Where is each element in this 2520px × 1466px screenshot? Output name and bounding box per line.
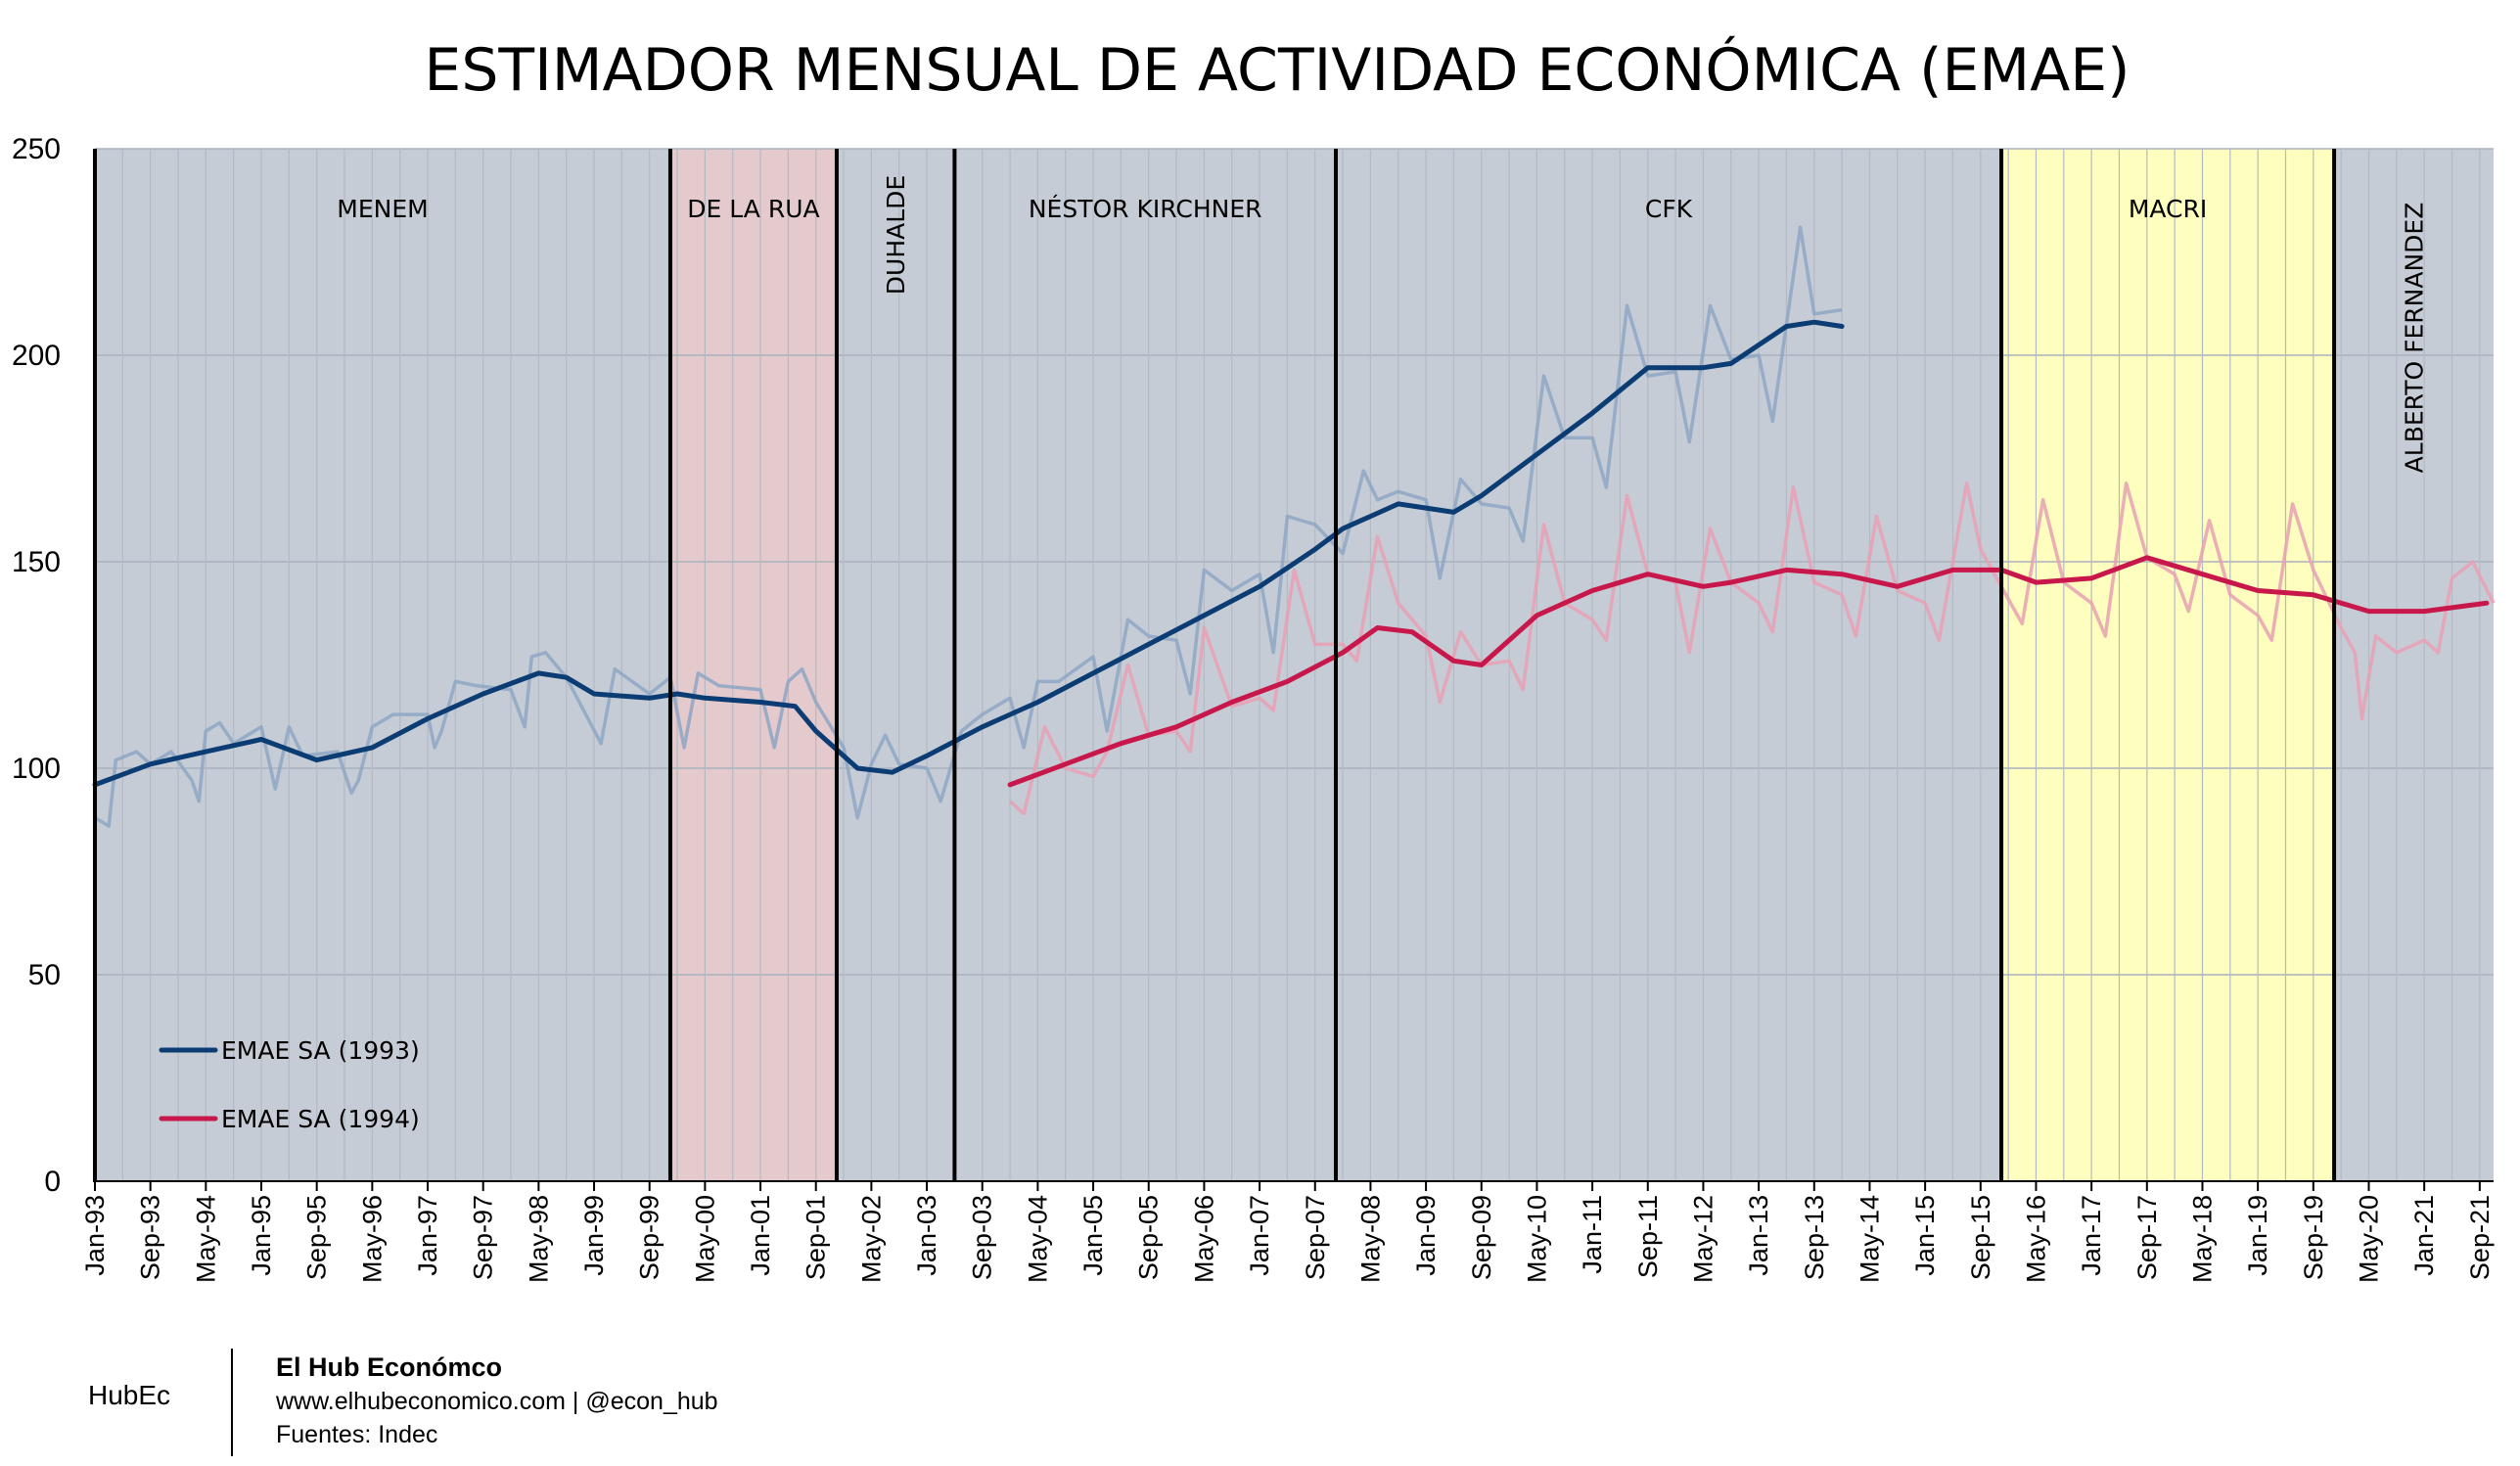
period-bands	[95, 149, 2494, 1181]
x-tick-label: Sep-21	[2465, 1195, 2495, 1280]
axes: 0 50 100 150 200 250 Jan-93 Sep-93 May-94 Jan-95 S…	[12, 133, 2495, 1283]
x-tick-label: Jan-93	[80, 1195, 110, 1276]
footer-brand: HubEc	[88, 1380, 171, 1410]
period-label-de-la-rua: DE LA RUA	[687, 195, 819, 223]
series-raw-emae-sa-1993	[94, 225, 1843, 828]
x-tick-label: May-96	[357, 1195, 387, 1283]
chart-title: ESTIMADOR MENSUAL DE ACTIVIDAD ECONÓMICA…	[424, 35, 2130, 105]
footer-source: Fuentes: Indec	[276, 1421, 438, 1448]
period-label-menem: MENEM	[337, 195, 428, 223]
y-tick-label: 150	[12, 546, 61, 578]
period-label-duhalde: DUHALDE	[882, 175, 910, 295]
chart-legend: EMAE SA (1993) EMAE SA (1994)	[159, 1036, 420, 1133]
x-tick-label: May-20	[2354, 1195, 2383, 1283]
x-tick-label: Jan-07	[1245, 1195, 1274, 1276]
x-tick-label: Jan-99	[579, 1195, 609, 1276]
period-band-menem	[95, 149, 670, 1181]
period-label-alberto-fernandez: ALBERTO FERNANDEZ	[2401, 203, 2429, 474]
y-tick-label: 0	[44, 1166, 61, 1198]
period-label-cfk: CFK	[1645, 195, 1693, 223]
x-tick-label: Sep-07	[1301, 1195, 1330, 1280]
x-tick-label: May-02	[856, 1195, 886, 1283]
x-tick-label: May-14	[1855, 1195, 1884, 1283]
x-tick-label: Jan-03	[912, 1195, 941, 1276]
period-band-cfk	[1336, 149, 2002, 1181]
footer: HubEc El Hub Económco www.elhubeconomico…	[0, 1341, 881, 1458]
x-tick-label: May-16	[2021, 1195, 2050, 1283]
x-tick-label: Sep-15	[1966, 1195, 1995, 1280]
x-tick-label: Sep-11	[1633, 1195, 1663, 1278]
footer-org-name: El Hub Económco	[276, 1352, 503, 1382]
x-tick-label: Jan-17	[2077, 1195, 2106, 1276]
x-tick-label: Jan-11	[1578, 1195, 1607, 1274]
x-tick-label: Jan-13	[1744, 1195, 1773, 1276]
period-dividers	[93, 149, 2337, 1181]
x-tick-label: Jan-21	[2409, 1195, 2439, 1276]
x-tick-label: Sep-95	[302, 1195, 332, 1280]
period-band-alberto-fernandez	[2334, 149, 2494, 1181]
period-band-de-la-rua	[669, 149, 837, 1181]
x-tick-label: May-00	[690, 1195, 719, 1283]
x-tick-label: Jan-95	[247, 1195, 276, 1276]
raw-series	[94, 225, 2496, 828]
x-tick-label: May-94	[191, 1195, 220, 1283]
x-tick-label: Sep-03	[968, 1195, 997, 1280]
x-tick-label: Sep-17	[2132, 1195, 2162, 1280]
period-band-macri	[2001, 149, 2335, 1181]
x-tick-label: Sep-13	[1800, 1195, 1829, 1280]
x-tick-label: Sep-05	[1134, 1195, 1164, 1280]
x-tick-label: May-10	[1522, 1195, 1551, 1283]
period-labels: MENEM DE LA RUA DUHALDE NÉSTOR KIRCHNER CFK M…	[337, 175, 2428, 474]
period-label-macri: MACRI	[2129, 195, 2207, 223]
x-tick-label: May-04	[1023, 1195, 1052, 1283]
y-tick-label: 100	[12, 753, 61, 785]
x-tick-label: Jan-01	[746, 1195, 775, 1276]
x-tick-label: Sep-99	[635, 1195, 664, 1280]
x-tick-label: Jan-05	[1078, 1195, 1108, 1276]
period-band-duhalde	[836, 149, 955, 1181]
x-tick-label: May-98	[524, 1195, 553, 1283]
y-tick-label: 50	[28, 959, 61, 991]
x-tick-label: May-06	[1189, 1195, 1218, 1283]
x-tick-label: May-18	[2187, 1195, 2217, 1283]
x-tick-label: Sep-09	[1467, 1195, 1496, 1280]
series-raw-emae-sa-1994	[1008, 481, 2496, 816]
x-tick-label: Jan-97	[413, 1195, 442, 1276]
x-tick-label: Jan-09	[1411, 1195, 1441, 1276]
x-tick-label: Jan-15	[1910, 1195, 1940, 1276]
series-trend-emae-sa-1994	[1007, 555, 2490, 788]
y-tick-label: 200	[12, 340, 61, 372]
period-band-nestor-kirchner	[954, 149, 1337, 1181]
x-tick-label: May-08	[1355, 1195, 1385, 1283]
legend-label-emae-sa-1993: EMAE SA (1993)	[221, 1036, 420, 1065]
footer-website: www.elhubeconomico.com | @econ_hub	[276, 1388, 718, 1415]
gridlines	[95, 148, 2494, 1182]
x-tick-label: Sep-19	[2299, 1195, 2328, 1280]
footer-divider	[231, 1349, 233, 1456]
period-label-nestor-kirchner: NÉSTOR KIRCHNER	[1029, 195, 1262, 223]
x-tick-label: Sep-97	[469, 1195, 498, 1280]
x-tick-label: Sep-93	[136, 1195, 165, 1280]
y-tick-label: 250	[12, 133, 61, 165]
x-tick-label: Jan-19	[2243, 1195, 2272, 1276]
legend-label-emae-sa-1994: EMAE SA (1994)	[221, 1105, 420, 1133]
x-tick-label: May-12	[1688, 1195, 1718, 1283]
x-tick-label: Sep-01	[802, 1195, 831, 1280]
